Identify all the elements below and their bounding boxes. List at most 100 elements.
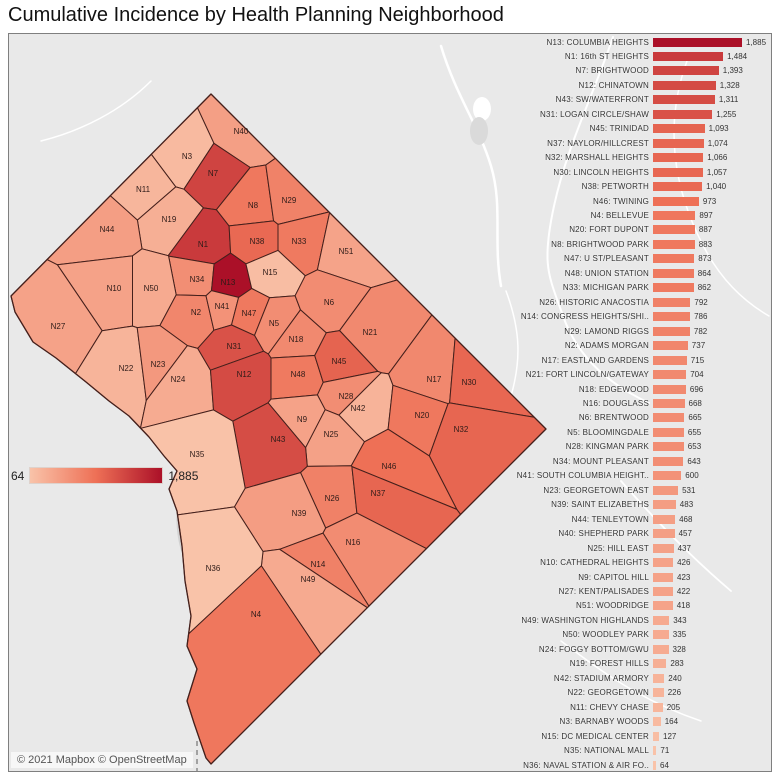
bar[interactable] (653, 572, 673, 582)
bar[interactable] (653, 717, 661, 727)
bar[interactable] (653, 341, 688, 351)
bar[interactable] (653, 66, 719, 76)
bar-row[interactable]: N13: COLUMBIA HEIGHTS 1,885 (389, 35, 771, 49)
bar-row[interactable]: N3: BARNABY WOODS 164 (389, 715, 771, 729)
bar-row[interactable]: N21: FORT LINCOLN/GATEWAY 704 (389, 368, 771, 382)
bar[interactable] (653, 442, 684, 452)
bar[interactable] (653, 514, 676, 524)
bar-row[interactable]: N18: EDGEWOOD 696 (389, 382, 771, 396)
bar[interactable] (653, 673, 665, 683)
bar-row[interactable]: N42: STADIUM ARMORY 240 (389, 671, 771, 685)
bar-row[interactable]: N9: CAPITOL HILL 423 (389, 570, 771, 584)
map-attribution[interactable]: © 2021 Mapbox © OpenStreetMap (11, 752, 193, 768)
bar-row[interactable]: N40: SHEPHERD PARK 457 (389, 527, 771, 541)
bar-row[interactable]: N45: TRINIDAD 1,093 (389, 122, 771, 136)
bar-row[interactable]: N39: SAINT ELIZABETHS 483 (389, 498, 771, 512)
bar-row[interactable]: N37: NAYLOR/HILLCREST 1,074 (389, 136, 771, 150)
bar-row[interactable]: N11: CHEVY CHASE 205 (389, 700, 771, 714)
bar[interactable] (653, 529, 675, 539)
bar[interactable] (653, 644, 669, 654)
bar[interactable] (653, 80, 716, 90)
bar-row[interactable]: N30: LINCOLN HEIGHTS 1,057 (389, 165, 771, 179)
bar-row[interactable]: N31: LOGAN CIRCLE/SHAW 1,255 (389, 107, 771, 121)
bar-row[interactable]: N16: DOUGLASS 668 (389, 397, 771, 411)
bar-row[interactable]: N7: BRIGHTWOOD 1,393 (389, 64, 771, 78)
bar-row[interactable]: N36: NAVAL STATION & AIR FO.. 64 (389, 758, 771, 771)
bar-row[interactable]: N20: FORT DUPONT 887 (389, 223, 771, 237)
bar[interactable] (653, 109, 713, 119)
bar-row[interactable]: N27: KENT/PALISADES 422 (389, 584, 771, 598)
bar[interactable] (653, 586, 673, 596)
bar[interactable] (653, 702, 663, 712)
bar-row[interactable]: N38: PETWORTH 1,040 (389, 180, 771, 194)
bar[interactable] (653, 297, 691, 307)
bar-row[interactable]: N29: LAMOND RIGGS 782 (389, 324, 771, 338)
bar[interactable] (653, 615, 670, 625)
bar[interactable] (653, 543, 674, 553)
bar-row[interactable]: N24: FOGGY BOTTOM/GWU 328 (389, 642, 771, 656)
bar-row[interactable]: N2: ADAMS MORGAN 737 (389, 339, 771, 353)
bar[interactable] (653, 746, 657, 756)
bar[interactable] (653, 630, 669, 640)
bar[interactable] (653, 225, 695, 235)
bar[interactable] (653, 688, 664, 698)
bar[interactable] (653, 326, 690, 336)
bar-row[interactable]: N14: CONGRESS HEIGHTS/SHI.. 786 (389, 310, 771, 324)
bar-row[interactable]: N25: HILL EAST 437 (389, 541, 771, 555)
bar[interactable] (653, 384, 686, 394)
bar[interactable] (653, 153, 704, 163)
bar[interactable] (653, 51, 724, 61)
bar[interactable] (653, 399, 685, 408)
bar[interactable] (653, 731, 659, 741)
bar-row[interactable]: N47: U ST/PLEASANT 873 (389, 252, 771, 266)
bar[interactable] (653, 413, 685, 423)
bar-row[interactable]: N32: MARSHALL HEIGHTS 1,066 (389, 151, 771, 165)
bar[interactable] (653, 95, 715, 105)
bar-row[interactable]: N41: SOUTH COLUMBIA HEIGHT.. 600 (389, 469, 771, 483)
bar-row[interactable]: N28: KINGMAN PARK 653 (389, 440, 771, 454)
bar-row[interactable]: N26: HISTORIC ANACOSTIA 792 (389, 295, 771, 309)
bar-row[interactable]: N35: NATIONAL MALL 71 (389, 744, 771, 758)
bar[interactable] (653, 500, 676, 510)
bar[interactable] (653, 254, 695, 264)
bar[interactable] (653, 268, 694, 278)
bar[interactable] (653, 283, 694, 293)
bar-row[interactable]: N8: BRIGHTWOOD PARK 883 (389, 237, 771, 251)
bar-row[interactable]: N33: MICHIGAN PARK 862 (389, 281, 771, 295)
bar-row[interactable]: N46: TWINING 973 (389, 194, 771, 208)
bar-row[interactable]: N4: BELLEVUE 897 (389, 209, 771, 223)
bar[interactable] (653, 211, 696, 221)
bar[interactable] (653, 471, 682, 481)
bar[interactable] (653, 355, 687, 365)
bar[interactable] (653, 167, 703, 177)
bar-row[interactable]: N49: WASHINGTON HIGHLANDS 343 (389, 613, 771, 627)
bar-row[interactable]: N23: GEORGETOWN EAST 531 (389, 483, 771, 497)
bar[interactable] (653, 196, 699, 206)
bar-row[interactable]: N34: MOUNT PLEASANT 643 (389, 454, 771, 468)
bar-row[interactable]: N5: BLOOMINGDALE 655 (389, 425, 771, 439)
bar[interactable] (653, 138, 704, 148)
bar-row[interactable]: N12: CHINATOWN 1,328 (389, 78, 771, 92)
bar-row[interactable]: N48: UNION STATION 864 (389, 266, 771, 280)
bar[interactable] (653, 312, 691, 322)
bar-row[interactable]: N19: FOREST HILLS 283 (389, 657, 771, 671)
bar[interactable] (653, 370, 687, 380)
bar-row[interactable]: N6: BRENTWOOD 665 (389, 411, 771, 425)
bar-row[interactable]: N51: WOODRIDGE 418 (389, 599, 771, 613)
bar-row[interactable]: N43: SW/WATERFRONT 1,311 (389, 93, 771, 107)
bar[interactable] (653, 485, 679, 495)
bar[interactable] (653, 659, 667, 669)
bar-row[interactable]: N22: GEORGETOWN 226 (389, 686, 771, 700)
bar[interactable] (653, 182, 703, 192)
bar[interactable] (653, 456, 684, 466)
bar[interactable] (653, 239, 695, 249)
bar[interactable] (653, 601, 673, 611)
bar-row[interactable]: N10: CATHEDRAL HEIGHTS 426 (389, 556, 771, 570)
bar[interactable] (653, 37, 742, 47)
bar-row[interactable]: N17: EASTLAND GARDENS 715 (389, 353, 771, 367)
bar-row[interactable]: N15: DC MEDICAL CENTER 127 (389, 729, 771, 743)
bar-row[interactable]: N1: 16th ST HEIGHTS 1,484 (389, 49, 771, 63)
bar[interactable] (653, 124, 705, 134)
bar-row[interactable]: N50: WOODLEY PARK 335 (389, 628, 771, 642)
